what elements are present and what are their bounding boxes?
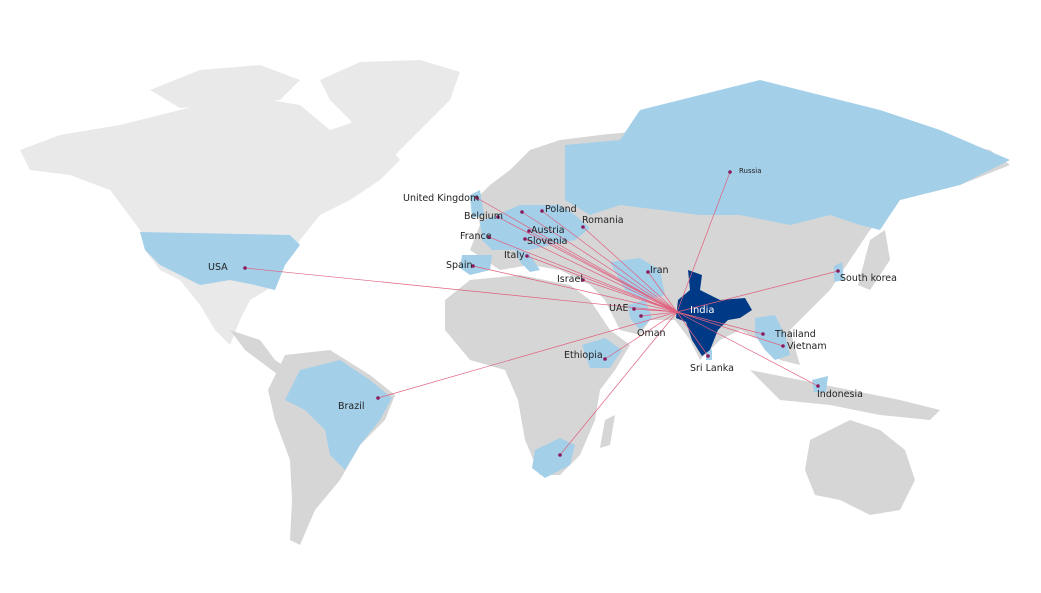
country-russia	[565, 80, 1010, 230]
country-label-italy: Italy	[504, 250, 525, 261]
country-label-oman: Oman	[637, 328, 666, 339]
route-line-spain	[472, 265, 678, 313]
route-line-oman	[640, 311, 678, 317]
country-india	[676, 270, 752, 356]
dot-spain	[471, 264, 475, 268]
country-label-iran: Iran	[650, 265, 669, 276]
country-label-austria: Austria	[531, 225, 565, 236]
dot-israel	[581, 278, 585, 282]
country-western-europe	[480, 205, 590, 250]
country-label-ethiopia: Ethiopia	[564, 350, 603, 361]
dot-oman	[639, 314, 643, 318]
country-label-poland: Poland	[545, 204, 577, 215]
country-label-israel: Israel	[557, 274, 583, 285]
dot-south-africa	[558, 453, 562, 457]
country-iran	[610, 258, 665, 300]
country-uk	[470, 190, 484, 218]
dot-brazil	[376, 396, 380, 400]
country-indonesia	[812, 376, 828, 392]
country-label-brazil: Brazil	[338, 401, 365, 412]
route-line-israel	[582, 279, 678, 313]
route-line-usa	[244, 267, 678, 313]
dot-italy	[525, 254, 529, 258]
country-spain	[460, 255, 492, 275]
country-label-usa: USA	[208, 262, 228, 273]
route-line-slovenia	[524, 238, 678, 313]
country-label-india: India	[690, 305, 715, 316]
country-label-romania: Romania	[582, 215, 624, 226]
country-label-united-kingdom: United Kingdom	[403, 193, 480, 204]
route-lines	[244, 171, 839, 456]
country-brazil	[285, 360, 392, 470]
country-label-south-korea: South korea	[840, 273, 897, 284]
dot-south-korea	[836, 269, 840, 273]
southeast-asia-islands	[750, 370, 940, 420]
route-line-austria	[528, 230, 678, 313]
country-label-indonesia: Indonesia	[817, 389, 863, 400]
route-line-indonesia	[676, 311, 819, 387]
arctic-islands	[150, 65, 300, 108]
africa	[445, 275, 630, 475]
country-label-spain: Spain	[446, 260, 473, 271]
route-line-belgium	[497, 216, 678, 313]
dot-indonesia	[816, 384, 820, 388]
dot-united-kingdom	[475, 196, 479, 200]
dot-france	[487, 235, 491, 239]
dot-romania	[581, 225, 585, 229]
route-line-south-africa	[559, 311, 678, 456]
dot-thailand	[761, 332, 765, 336]
route-line-romania	[582, 226, 678, 313]
dot-iran	[646, 270, 650, 274]
madagascar	[600, 415, 615, 448]
country-italy	[515, 250, 540, 272]
country-label-thailand: Thailand	[775, 329, 816, 340]
country-label-belgium: Belgium	[464, 211, 503, 222]
route-line-russia	[676, 171, 731, 313]
route-line-brazil	[377, 311, 678, 399]
dot-usa	[243, 266, 247, 270]
dot-austria	[527, 229, 531, 233]
dot-germany	[520, 210, 524, 214]
route-line-italy	[526, 255, 678, 313]
dot-vietnam	[781, 344, 785, 348]
country-thailand-vietnam	[755, 315, 790, 360]
route-line-germany	[521, 211, 678, 313]
partner-countries	[140, 80, 1010, 478]
route-line-vietnam	[676, 311, 784, 347]
route-line-ethiopia	[604, 311, 678, 360]
country-label-france: France	[460, 231, 492, 242]
dot-russia	[728, 170, 732, 174]
country-label-vietnam: Vietnam	[787, 341, 827, 352]
route-line-united-kingdom	[476, 197, 678, 313]
dot-sri-lanka	[706, 354, 710, 358]
destination-dots	[243, 170, 840, 457]
route-line-south-korea	[676, 270, 839, 313]
greenland	[320, 60, 460, 155]
dot-ethiopia	[603, 357, 607, 361]
dot-poland	[540, 209, 544, 213]
dot-uae	[632, 307, 636, 311]
country-label-russia: Russia	[739, 167, 762, 175]
route-line-iran	[647, 271, 678, 313]
japan	[858, 230, 890, 290]
route-line-poland	[541, 210, 678, 313]
dot-belgium	[496, 215, 500, 219]
country-label-slovenia: Slovenia	[527, 236, 568, 247]
dot-slovenia	[523, 237, 527, 241]
australia	[805, 420, 915, 515]
route-line-france	[488, 236, 678, 313]
country-label-uae: UAE	[609, 303, 629, 314]
country-usa	[140, 232, 300, 290]
country-ethiopia	[582, 338, 622, 368]
route-line-thailand	[676, 311, 764, 335]
north-america	[20, 95, 400, 345]
route-line-sri-lanka	[676, 311, 709, 357]
country-label-sri-lanka: Sri Lanka	[690, 363, 734, 374]
country-south-africa	[532, 438, 575, 478]
